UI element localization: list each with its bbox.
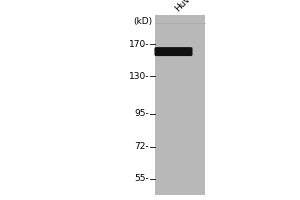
Text: 95-: 95- — [134, 109, 149, 118]
Text: HuvEc: HuvEc — [174, 0, 200, 13]
Bar — [155, 15, 205, 195]
Text: 170-: 170- — [128, 40, 149, 49]
Text: (kD): (kD) — [133, 17, 152, 26]
Text: 55-: 55- — [134, 174, 149, 183]
Text: 130-: 130- — [128, 72, 149, 81]
FancyBboxPatch shape — [154, 47, 193, 56]
Text: 72-: 72- — [134, 142, 149, 151]
